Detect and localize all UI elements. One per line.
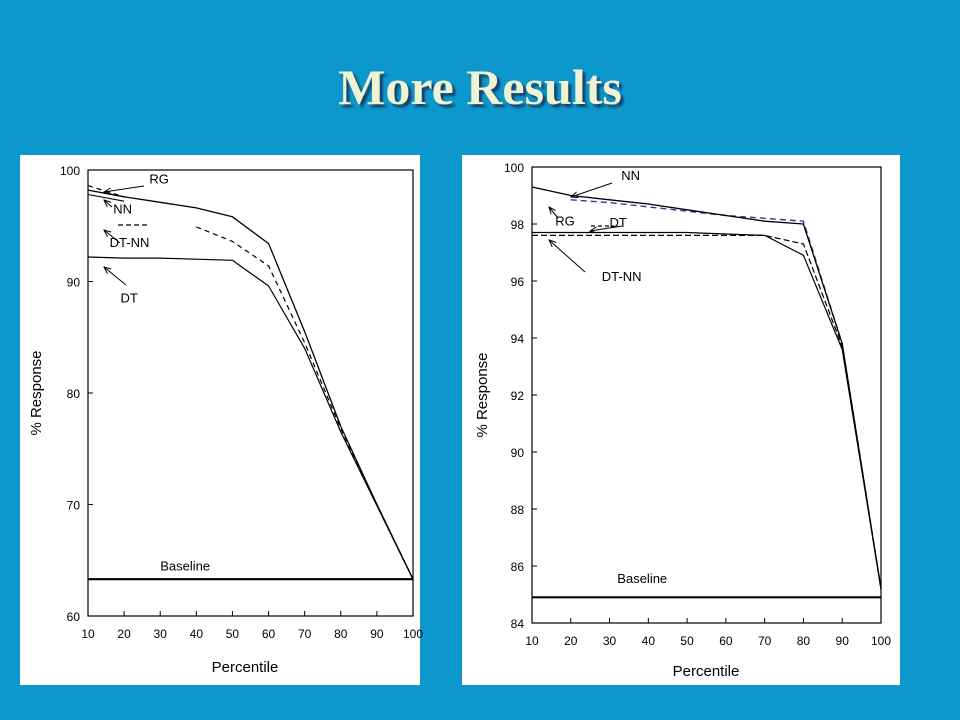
right-x-tick-label-100: 100	[871, 634, 891, 648]
left-y-tick-label-60: 60	[67, 610, 81, 624]
right-x-tick-label-90: 90	[836, 634, 850, 648]
left-x-tick-label-40: 40	[190, 627, 204, 641]
left-y-tick-label-90: 90	[67, 276, 81, 290]
left-y-tick-label-100: 100	[60, 164, 80, 178]
right-annotation-dt-nn: DT-NN	[602, 269, 642, 284]
left-x-tick-label-70: 70	[298, 627, 312, 641]
right-series-rg	[531, 186, 882, 589]
right-x-tick-label-20: 20	[564, 634, 578, 648]
right-x-tick-label-60: 60	[719, 634, 733, 648]
left-annotation-arrow-0	[104, 185, 145, 192]
right-y-axis-label: % Response	[474, 352, 491, 437]
left-x-tick-label-90: 90	[370, 627, 384, 641]
left-plot-area	[87, 169, 414, 617]
right-y-tick-label-84: 84	[511, 617, 525, 631]
left-annotation-arrow-2	[104, 230, 121, 244]
right-y-tick-label-92: 92	[511, 389, 525, 403]
right-annotation-rg: RG	[555, 213, 575, 228]
right-y-tick-label-98: 98	[511, 218, 525, 232]
left-annotation-arrow-1	[104, 200, 113, 208]
right-annotation-dt: DT	[610, 215, 627, 230]
left-annotation-nn: NN	[113, 201, 132, 216]
left-annotation-rg: RG	[149, 171, 169, 186]
left-x-tick-label-30: 30	[154, 627, 168, 641]
right-annotation-arrow-2	[590, 225, 623, 231]
slide-title: More Results	[338, 59, 622, 115]
right-y-tick-label-96: 96	[511, 275, 525, 289]
right-x-tick-label-70: 70	[758, 634, 772, 648]
left-chart: 60 70 80 90 100 10 20 30 40 50 60 70 80 90 100 RG NN DT-N…	[60, 164, 423, 641]
right-x-axis-label: Percentile	[673, 663, 740, 680]
right-annotation-nn: NN	[621, 168, 640, 183]
left-x-tick-label-10: 10	[81, 627, 95, 641]
right-annotation-arrow-0	[571, 182, 613, 197]
left-y-tick-label-70: 70	[67, 499, 81, 513]
left-y-tick-label-80: 80	[67, 387, 81, 401]
right-x-tick-label-40: 40	[642, 634, 656, 648]
right-annotation-arrow-1	[549, 207, 559, 219]
right-plot-area	[531, 166, 882, 624]
left-annotation-arrow-3	[104, 267, 127, 286]
left-y-axis-label: % Response	[28, 350, 45, 435]
left-segment-caption: Segment 2	[305, 662, 382, 682]
right-x-tick-label-30: 30	[603, 634, 617, 648]
left-annotation-baseline: Baseline	[160, 558, 210, 573]
right-annotation-baseline: Baseline	[617, 571, 667, 586]
right-chart: 84 86 88 90 92 94 96 98 100 10 20 30 40 50 60 70 80 90 100…	[504, 161, 891, 648]
right-x-tick-label-10: 10	[525, 634, 539, 648]
right-x-tick-label-80: 80	[797, 634, 811, 648]
right-y-tick-label-94: 94	[511, 332, 525, 346]
left-annotation-dt: DT	[121, 291, 138, 306]
left-x-tick-label-80: 80	[334, 627, 348, 641]
right-segment-caption: Segment 3	[777, 662, 854, 682]
right-y-tick-label-100: 100	[504, 161, 524, 175]
left-x-tick-label-50: 50	[226, 627, 240, 641]
left-x-tick-label-60: 60	[262, 627, 276, 641]
left-annotation-dt-nn: DT-NN	[110, 235, 150, 250]
left-series-dt-nn	[87, 193, 125, 202]
right-annotation-arrow-3	[549, 240, 586, 273]
left-x-axis-label: Percentile	[212, 659, 279, 676]
right-y-tick-label-88: 88	[511, 503, 525, 517]
left-x-tick-label-20: 20	[117, 627, 131, 641]
right-x-tick-label-50: 50	[680, 634, 694, 648]
right-series-dt	[532, 234, 882, 589]
left-x-tick-label-100: 100	[403, 627, 423, 641]
left-series-dt	[87, 256, 414, 580]
right-y-tick-label-90: 90	[511, 446, 525, 460]
right-y-tick-label-86: 86	[511, 560, 525, 574]
